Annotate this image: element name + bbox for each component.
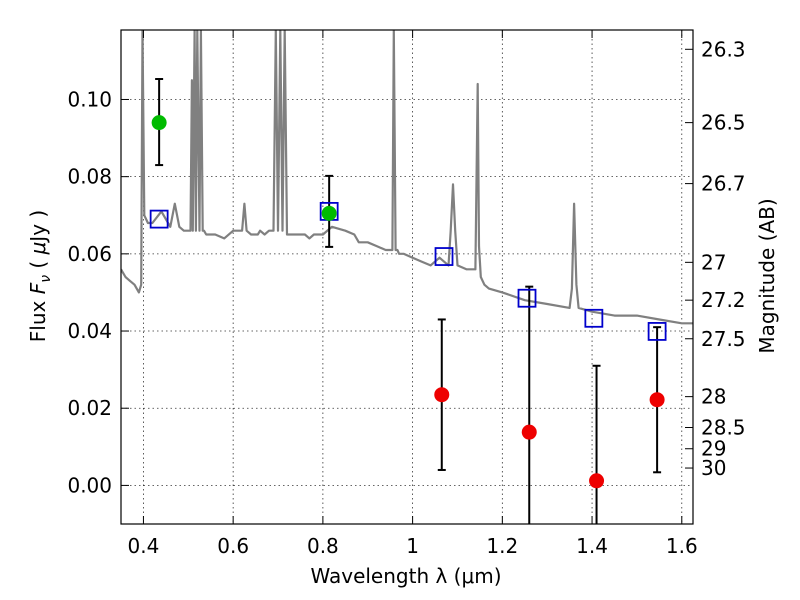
- y-axis-label-symbol: F: [26, 282, 50, 294]
- model-photometry-square: [149, 209, 169, 229]
- upper-limit-point: [589, 473, 605, 489]
- y2-tick-label: 27.2: [701, 288, 746, 312]
- photometry-markers: [149, 115, 667, 489]
- detection-point: [321, 205, 337, 221]
- upper-limit-point: [649, 392, 665, 408]
- model-spectrum: [121, 30, 693, 325]
- y-axis-label-mu: μ: [26, 242, 50, 256]
- y2-tick-label: 26.5: [701, 111, 746, 135]
- x-tick-label: 0.6: [217, 534, 249, 558]
- grid: [121, 30, 693, 524]
- x-tick-label: 1.6: [666, 534, 698, 558]
- y-axis-label-post1: (: [26, 254, 50, 275]
- y2-tick-label: 29: [701, 437, 726, 461]
- y-axis-label-post2: Jy ): [26, 210, 50, 244]
- x-tick-label: 1: [406, 534, 419, 558]
- detection-point: [151, 115, 167, 131]
- model-photometry-square: [647, 322, 667, 341]
- y2-tick-label: 27: [701, 250, 726, 274]
- y2-tick-label: 30: [701, 456, 726, 480]
- y-axis-label-subscript: ν: [38, 275, 54, 283]
- error-bars: [155, 78, 662, 524]
- y2-tick-label: 26.7: [701, 172, 746, 196]
- x-tick-label: 0.8: [307, 534, 339, 558]
- error-bar: [525, 285, 534, 524]
- y2-tick-label: 28: [701, 385, 726, 409]
- y-axis-label: Flux Fν ( μJy ): [26, 210, 54, 342]
- y2-tick-label: 27.5: [701, 327, 746, 351]
- y-tick-label: 0.04: [67, 319, 112, 343]
- error-bar: [592, 364, 601, 524]
- y-axis-label-pre: Flux: [26, 294, 50, 342]
- y-tick-label: 0.00: [67, 473, 112, 497]
- y2-axis-label: Magnitude (AB): [755, 198, 779, 353]
- x-tick-label: 0.4: [128, 534, 160, 558]
- x-tick-label: 1.4: [576, 534, 608, 558]
- model-photometry-square: [517, 288, 537, 308]
- plot-frame: [120, 29, 694, 525]
- x-tick-label: 1.2: [486, 534, 518, 558]
- y2-tick-label: 26.3: [701, 37, 746, 61]
- x-axis-label: Wavelength λ (μm): [310, 564, 501, 588]
- model-photometry-square: [434, 247, 454, 266]
- model-photometry-square: [584, 308, 604, 328]
- y2-tick-label: 28.5: [701, 416, 746, 440]
- ticks: 0.4 0.6 0.8 1 1.2 1.4 1.6 0.00 0.02 0.04 0.06 0.08 0…: [67, 30, 746, 558]
- upper-limit-point: [434, 387, 450, 403]
- model-spectrum-line: [121, 30, 693, 325]
- y-tick-label: 0.02: [67, 396, 112, 420]
- upper-limit-point: [521, 424, 537, 440]
- y-tick-label: 0.10: [67, 87, 112, 111]
- y-tick-label: 0.08: [67, 165, 112, 189]
- y-tick-label: 0.06: [67, 242, 112, 266]
